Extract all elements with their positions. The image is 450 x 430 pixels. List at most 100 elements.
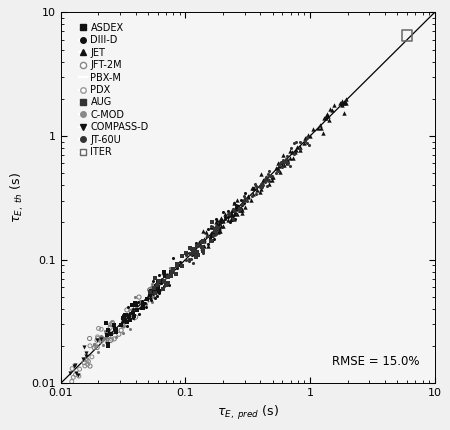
Point [152,286,159,293]
Point [185,255,193,262]
Point [164,271,171,278]
Point [279,163,286,170]
Point [242,204,249,211]
Point [172,270,179,277]
Point [277,158,284,165]
Point [154,279,162,286]
Point [94,348,101,355]
Point [324,111,331,118]
Point [68,365,76,372]
Point [187,256,194,263]
Point [253,182,260,189]
Point [200,249,207,256]
Point [146,286,153,293]
Point [131,313,138,319]
Point [219,218,226,225]
Point [251,184,258,191]
Point [152,290,159,297]
Point [238,201,246,208]
Point [213,215,220,222]
Point [222,214,229,221]
Point [119,322,126,329]
Point [117,327,125,334]
Point [208,238,215,245]
Point [257,171,265,178]
Point [240,193,248,200]
Point [112,334,120,341]
Point [225,211,233,218]
Point [192,242,199,249]
Point [193,240,200,247]
Point [220,209,227,216]
Legend: ASDEX, DIII-D, JET, JFT-2M, PBX-M, PDX, AUG, C-MOD, COMPASS-D, JT-60U, ITER: ASDEX, DIII-D, JET, JFT-2M, PBX-M, PDX, … [77,21,151,159]
Point [127,307,135,314]
Point [215,221,222,227]
Point [201,243,208,250]
Point [200,248,207,255]
Point [111,326,118,333]
Point [279,151,287,158]
Point [151,289,158,296]
Point [217,216,225,223]
Point [94,333,101,340]
Point [162,279,169,286]
Point [326,117,333,124]
Point [121,312,128,319]
Point [261,176,268,183]
Point [142,300,149,307]
Point [265,176,272,183]
Point [204,232,211,239]
Point [340,98,347,105]
Point [226,209,233,216]
Point [274,166,282,173]
Point [92,342,99,349]
Point [136,297,143,304]
Point [323,113,330,120]
Point [252,191,260,198]
Point [225,207,232,214]
Point [164,272,171,279]
Point [126,312,133,319]
Point [277,159,284,166]
Point [342,99,350,106]
Point [93,337,100,344]
Point [155,288,162,295]
Point [121,319,128,326]
Point [103,319,110,326]
Point [210,236,217,243]
Point [76,366,83,372]
Point [105,329,112,335]
Point [109,319,116,326]
Point [148,296,155,303]
Point [268,173,275,180]
Point [154,282,161,289]
Point [170,269,177,276]
Point [328,107,336,114]
Point [250,185,257,192]
Text: RMSE = 15.0%: RMSE = 15.0% [332,356,420,369]
Point [287,163,294,169]
Point [126,312,134,319]
Point [283,160,290,167]
Point [342,99,349,106]
Point [108,320,116,327]
Point [210,229,217,236]
Point [111,326,118,333]
Point [164,270,171,277]
Point [208,232,216,239]
Point [126,326,133,332]
Point [231,215,239,222]
Point [166,273,173,280]
Point [146,290,153,297]
Point [195,252,202,259]
Point [131,300,139,307]
Point [115,331,122,338]
Point [150,294,158,301]
Point [133,307,140,314]
Point [256,183,264,190]
Point [214,223,221,230]
Point [207,224,215,230]
Point [213,216,220,223]
Point [130,315,138,322]
Point [327,105,334,112]
